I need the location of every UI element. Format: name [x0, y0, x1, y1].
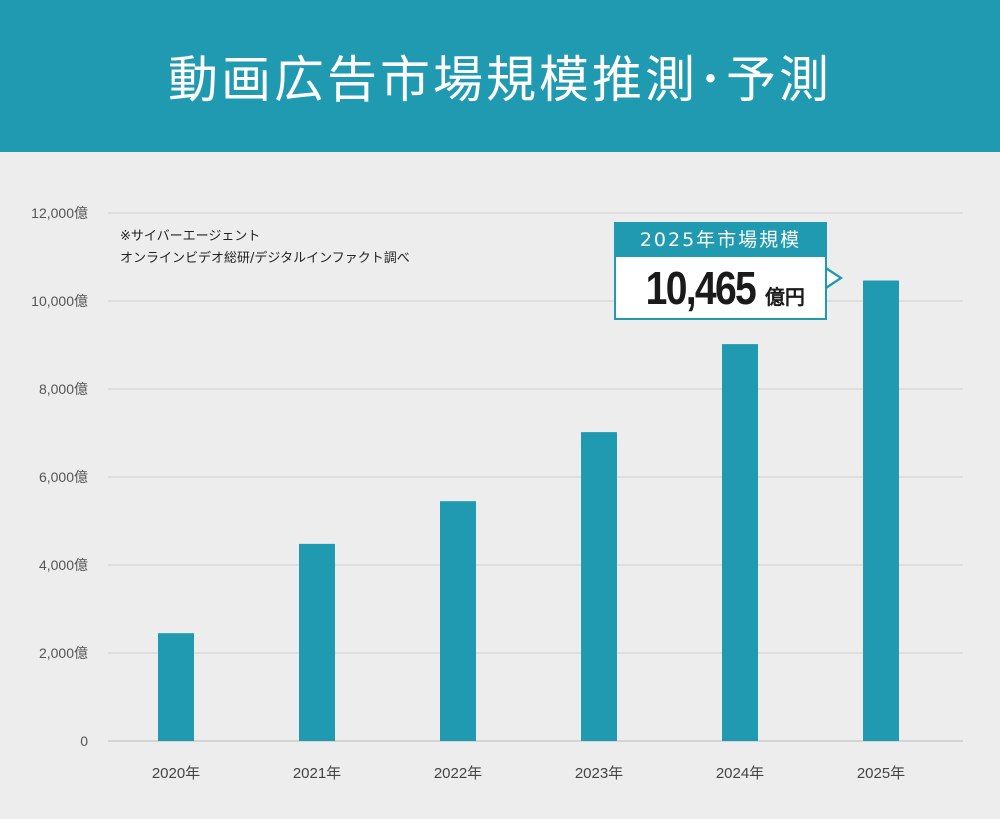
y-tick-label: 0: [80, 733, 88, 749]
header-banner: 動画広告市場規模推測･予測: [0, 0, 1000, 152]
callout-pointer-inner: [825, 269, 839, 287]
y-tick-label: 2,000億: [39, 645, 88, 661]
y-tick-label: 8,000億: [39, 381, 88, 397]
callout-title: 2025年市場規模: [616, 224, 825, 257]
x-tick-label: 2021年: [293, 765, 341, 782]
y-tick-label: 4,000億: [39, 557, 88, 573]
bar: [440, 501, 476, 741]
callout-box: 2025年市場規模 10,465 億円: [614, 222, 827, 320]
source-note-line: オンラインビデオ総研/デジタルインファクト調べ: [120, 251, 410, 266]
y-tick-label: 10,000億: [31, 293, 88, 309]
bar: [863, 280, 899, 741]
x-tick-label: 2022年: [434, 765, 482, 782]
source-note-line: ※サイバーエージェント: [120, 229, 261, 244]
x-tick-label: 2025年: [857, 765, 905, 782]
x-tick-label: 2023年: [575, 765, 623, 782]
y-tick-label: 6,000億: [39, 469, 88, 485]
x-tick-label: 2020年: [152, 765, 200, 782]
chart-title: 動画広告市場規模推測･予測: [168, 51, 832, 109]
bar: [299, 543, 335, 741]
bar: [581, 432, 617, 741]
x-tick-label: 2024年: [716, 765, 764, 782]
callout-unit: 億円: [764, 285, 805, 309]
y-tick-label: 12,000億: [31, 205, 88, 221]
bar: [722, 344, 758, 741]
callout-value: 10,465: [645, 262, 757, 314]
source-note: ※サイバーエージェント オンラインビデオ総研/デジタルインファクト調べ: [120, 226, 410, 270]
bar: [158, 633, 194, 741]
